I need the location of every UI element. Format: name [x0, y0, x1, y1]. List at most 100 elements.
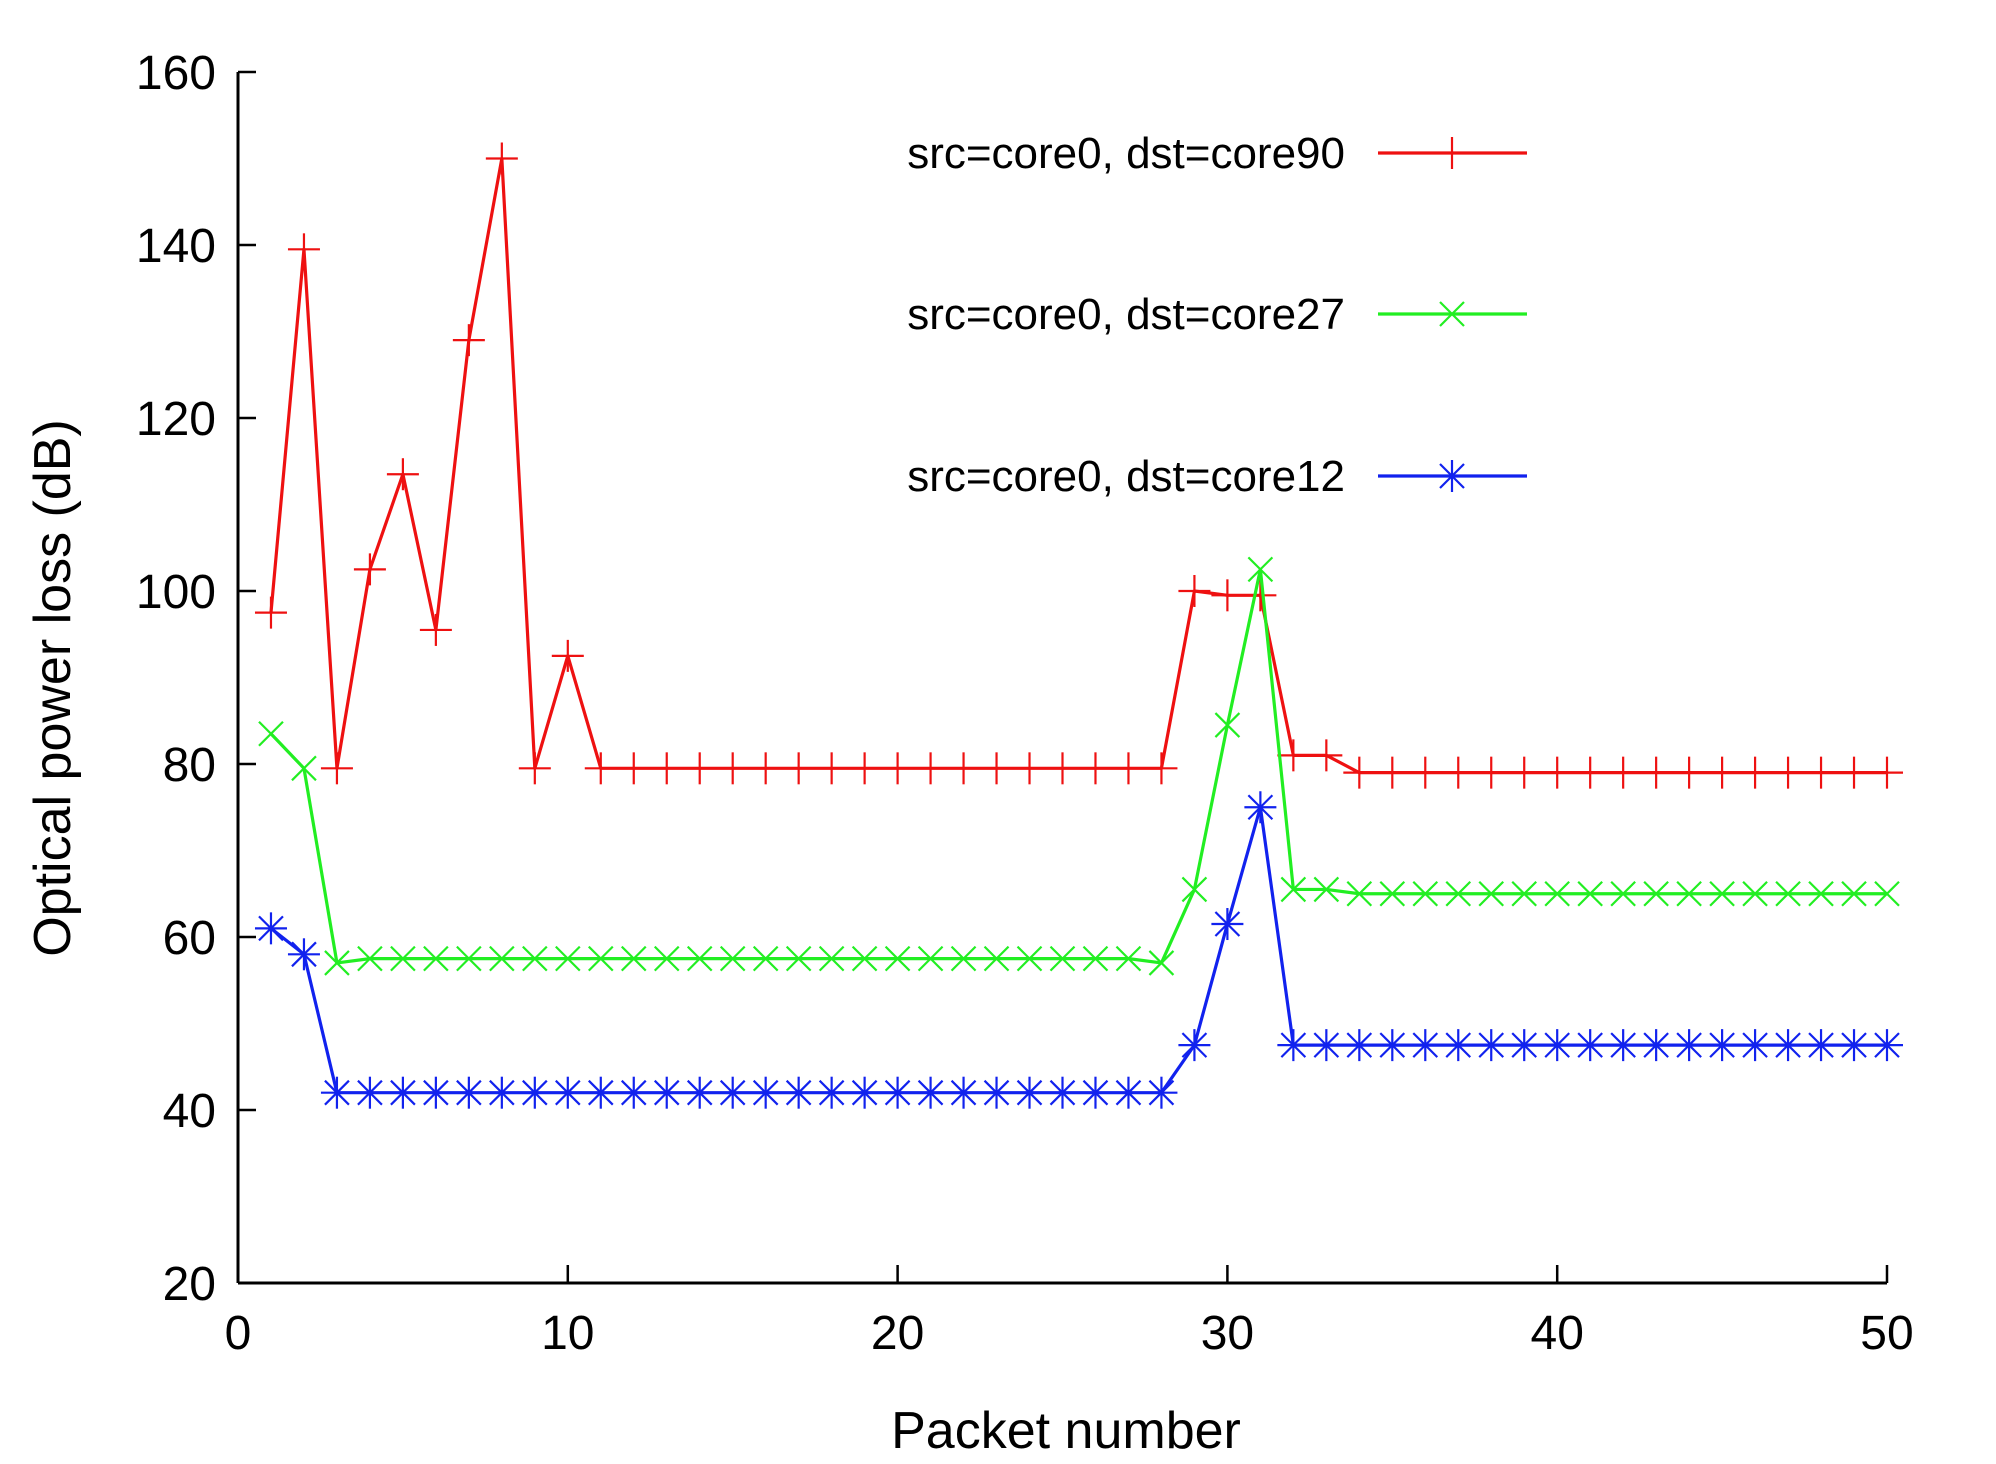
data-point-stroke [1049, 1079, 1076, 1106]
data-point-stroke [1313, 876, 1340, 903]
data-point [1871, 756, 1903, 789]
data-point [390, 945, 416, 972]
data-point-stroke [752, 945, 779, 972]
data-point-stroke [1379, 1032, 1406, 1058]
data-point-stroke [291, 941, 317, 968]
data-point-stroke [1841, 1032, 1867, 1058]
legend-item: src=core0, dst=core12 [907, 452, 1527, 501]
data-point [1442, 1029, 1475, 1062]
data-point-stroke [291, 755, 317, 782]
data-point [419, 1076, 452, 1109]
series-line [269, 567, 1887, 965]
x-tick-label: 40 [1531, 1307, 1584, 1360]
plot-frame [236, 72, 1887, 1285]
data-point-stroke [1577, 1032, 1603, 1058]
x-axis-title: Packet number [891, 1402, 1241, 1460]
data-point [1643, 880, 1669, 907]
legend-label: src=core0, dst=core27 [907, 290, 1345, 339]
data-point [848, 1076, 881, 1109]
data-point [1412, 880, 1439, 907]
legend-label: src=core0, dst=core12 [907, 452, 1345, 501]
data-point-stroke [1439, 301, 1465, 327]
data-point-stroke [851, 945, 878, 972]
data-point [1739, 756, 1772, 789]
data-point-stroke [1775, 880, 1801, 907]
data-point-stroke [1610, 1032, 1636, 1058]
data-point [1211, 908, 1244, 941]
data-point [1475, 756, 1508, 789]
data-point-stroke [1412, 1032, 1439, 1058]
data-point [1277, 1029, 1310, 1062]
data-point-stroke [1676, 880, 1702, 907]
data-point [1376, 756, 1409, 789]
legend-label: src=core0, dst=core90 [907, 129, 1345, 178]
y-tick-label: 140 [136, 220, 216, 273]
y-tick-label: 80 [163, 739, 216, 792]
data-point [848, 752, 881, 785]
data-point [588, 945, 614, 972]
data-point-stroke [1709, 1032, 1735, 1058]
data-point-stroke [1610, 880, 1636, 907]
data-point-stroke [1445, 880, 1472, 907]
data-point [386, 1076, 419, 1109]
data-point-stroke [1412, 880, 1439, 907]
data-point [1706, 756, 1739, 789]
y-axis-title: Optical power loss (dB) [24, 419, 82, 957]
data-point-stroke [1247, 794, 1274, 821]
data-point [353, 1076, 386, 1109]
data-point [1145, 1076, 1178, 1109]
data-point [818, 945, 845, 972]
data-point-stroke [1775, 1032, 1801, 1058]
data-point [1508, 1029, 1541, 1062]
data-point-stroke [1346, 1032, 1373, 1058]
x-tick-label: 0 [225, 1307, 252, 1360]
x-axis: 0 10 20 30 40 50 [225, 1265, 1914, 1360]
data-point-stroke [917, 1079, 944, 1106]
data-point-stroke [555, 1079, 581, 1106]
data-point [815, 752, 848, 785]
data-point-stroke [884, 1079, 911, 1106]
data-point [456, 945, 482, 972]
data-point [1145, 752, 1178, 785]
data-point [423, 945, 449, 972]
data-point [1280, 876, 1307, 903]
data-point [716, 1076, 749, 1109]
data-point-stroke [1676, 1032, 1702, 1058]
data-point [650, 1076, 683, 1109]
data-point-stroke [851, 1079, 878, 1106]
y-tick-label: 40 [163, 1085, 216, 1138]
data-point-stroke [423, 1079, 449, 1106]
data-point [254, 912, 287, 945]
data-point-stroke [818, 945, 845, 972]
data-point [1709, 880, 1735, 907]
data-point [1742, 880, 1768, 907]
data-point [1112, 752, 1145, 785]
data-point-stroke [884, 945, 911, 972]
data-point-stroke [1148, 950, 1175, 976]
data-point [1112, 1076, 1145, 1109]
data-point-stroke [1874, 1032, 1900, 1058]
data-point [1610, 880, 1636, 907]
data-point-stroke [390, 1079, 416, 1106]
data-point-stroke [1643, 1032, 1669, 1058]
y-tick-label: 160 [136, 47, 216, 100]
data-point-stroke [719, 945, 746, 972]
data-point-stroke [258, 720, 284, 747]
data-point [1346, 880, 1373, 907]
series-line [269, 805, 1887, 1095]
data-point [785, 945, 812, 972]
data-point-stroke [423, 945, 449, 972]
data-point-stroke [785, 945, 812, 972]
data-point [881, 752, 914, 785]
data-point [752, 945, 779, 972]
data-point-stroke [456, 945, 482, 972]
data-point [1805, 1029, 1838, 1062]
data-point-stroke [1643, 880, 1669, 907]
data-point [1436, 460, 1468, 492]
data-point-stroke [653, 945, 680, 972]
data-point-stroke [1313, 1032, 1340, 1058]
data-point [653, 945, 680, 972]
data-point [1874, 880, 1900, 907]
data-point [749, 752, 782, 785]
data-point [452, 1076, 485, 1109]
